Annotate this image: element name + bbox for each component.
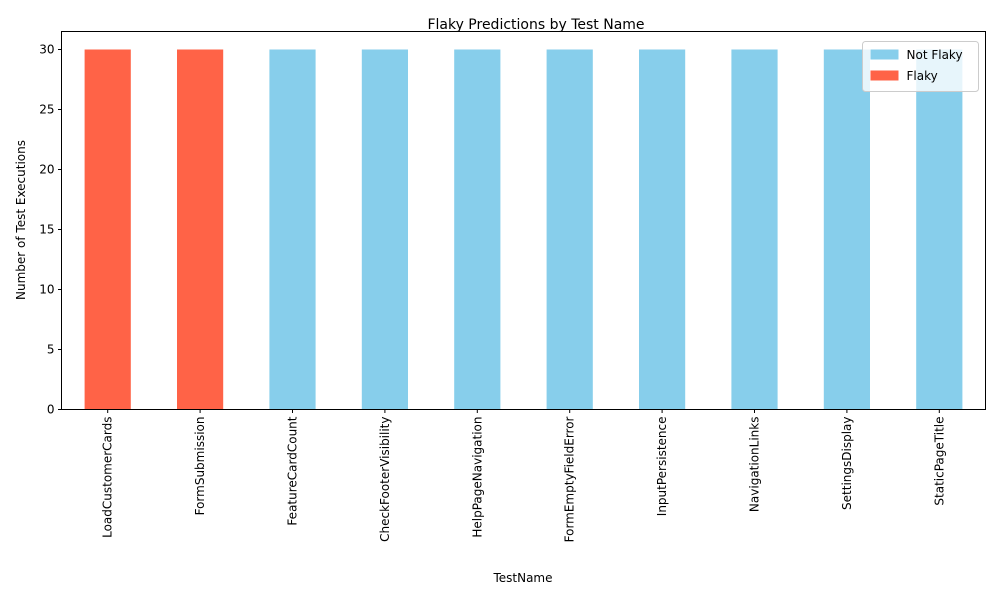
chart-title: Flaky Predictions by Test Name — [427, 17, 644, 33]
x-axis-label: TestName — [492, 571, 552, 585]
y-tick-label-5: 25 — [39, 103, 54, 117]
y-tick-label-4: 20 — [39, 163, 54, 177]
x-tick-label-7: NavigationLinks — [748, 417, 762, 513]
y-axis-label: Number of Test Executions — [14, 140, 28, 300]
legend: Not Flaky Flaky — [862, 41, 979, 92]
x-tick-label-0: LoadCustomerCards — [101, 417, 115, 538]
bar-flaky-1 — [177, 49, 224, 410]
legend-swatch-0 — [870, 49, 899, 60]
bar-not-flaky-5 — [546, 49, 593, 410]
legend-swatch-1 — [870, 70, 899, 81]
y-tick-label-6: 30 — [39, 43, 54, 57]
x-tick-label-3: CheckFooterVisibility — [378, 417, 392, 542]
x-tick-label-5: FormEmptyFieldError — [563, 416, 577, 542]
bar-flaky-0 — [84, 49, 131, 410]
x-tick-label-1: FormSubmission — [193, 417, 207, 516]
legend-label-0: Not Flaky — [907, 48, 963, 62]
legend-label-1: Flaky — [907, 69, 938, 83]
bar-not-flaky-9 — [916, 49, 963, 410]
bar-not-flaky-7 — [731, 49, 778, 410]
plot-frame — [61, 31, 986, 410]
x-tick-label-9: StaticPageTitle — [932, 417, 946, 506]
bars-layer — [84, 49, 963, 410]
bar-not-flaky-8 — [823, 49, 870, 410]
x-tick-label-8: SettingsDisplay — [840, 417, 854, 510]
bar-not-flaky-4 — [454, 49, 501, 410]
x-tick-label-2: FeatureCardCount — [286, 416, 300, 525]
y-tick-label-1: 5 — [47, 343, 55, 357]
x-axis-ticks: LoadCustomerCards FormSubmission FeatureCa… — [101, 409, 946, 542]
x-tick-label-6: InputPersistence — [655, 417, 669, 517]
bar-not-flaky-6 — [639, 49, 686, 410]
y-tick-label-0: 0 — [47, 403, 55, 417]
y-axis-ticks: 0 5 10 15 20 25 30 — [39, 43, 62, 417]
y-tick-label-2: 10 — [39, 283, 54, 297]
y-tick-label-3: 15 — [39, 223, 54, 237]
bar-not-flaky-3 — [361, 49, 408, 410]
bar-not-flaky-2 — [269, 49, 316, 410]
x-tick-label-4: HelpPageNavigation — [470, 417, 484, 538]
